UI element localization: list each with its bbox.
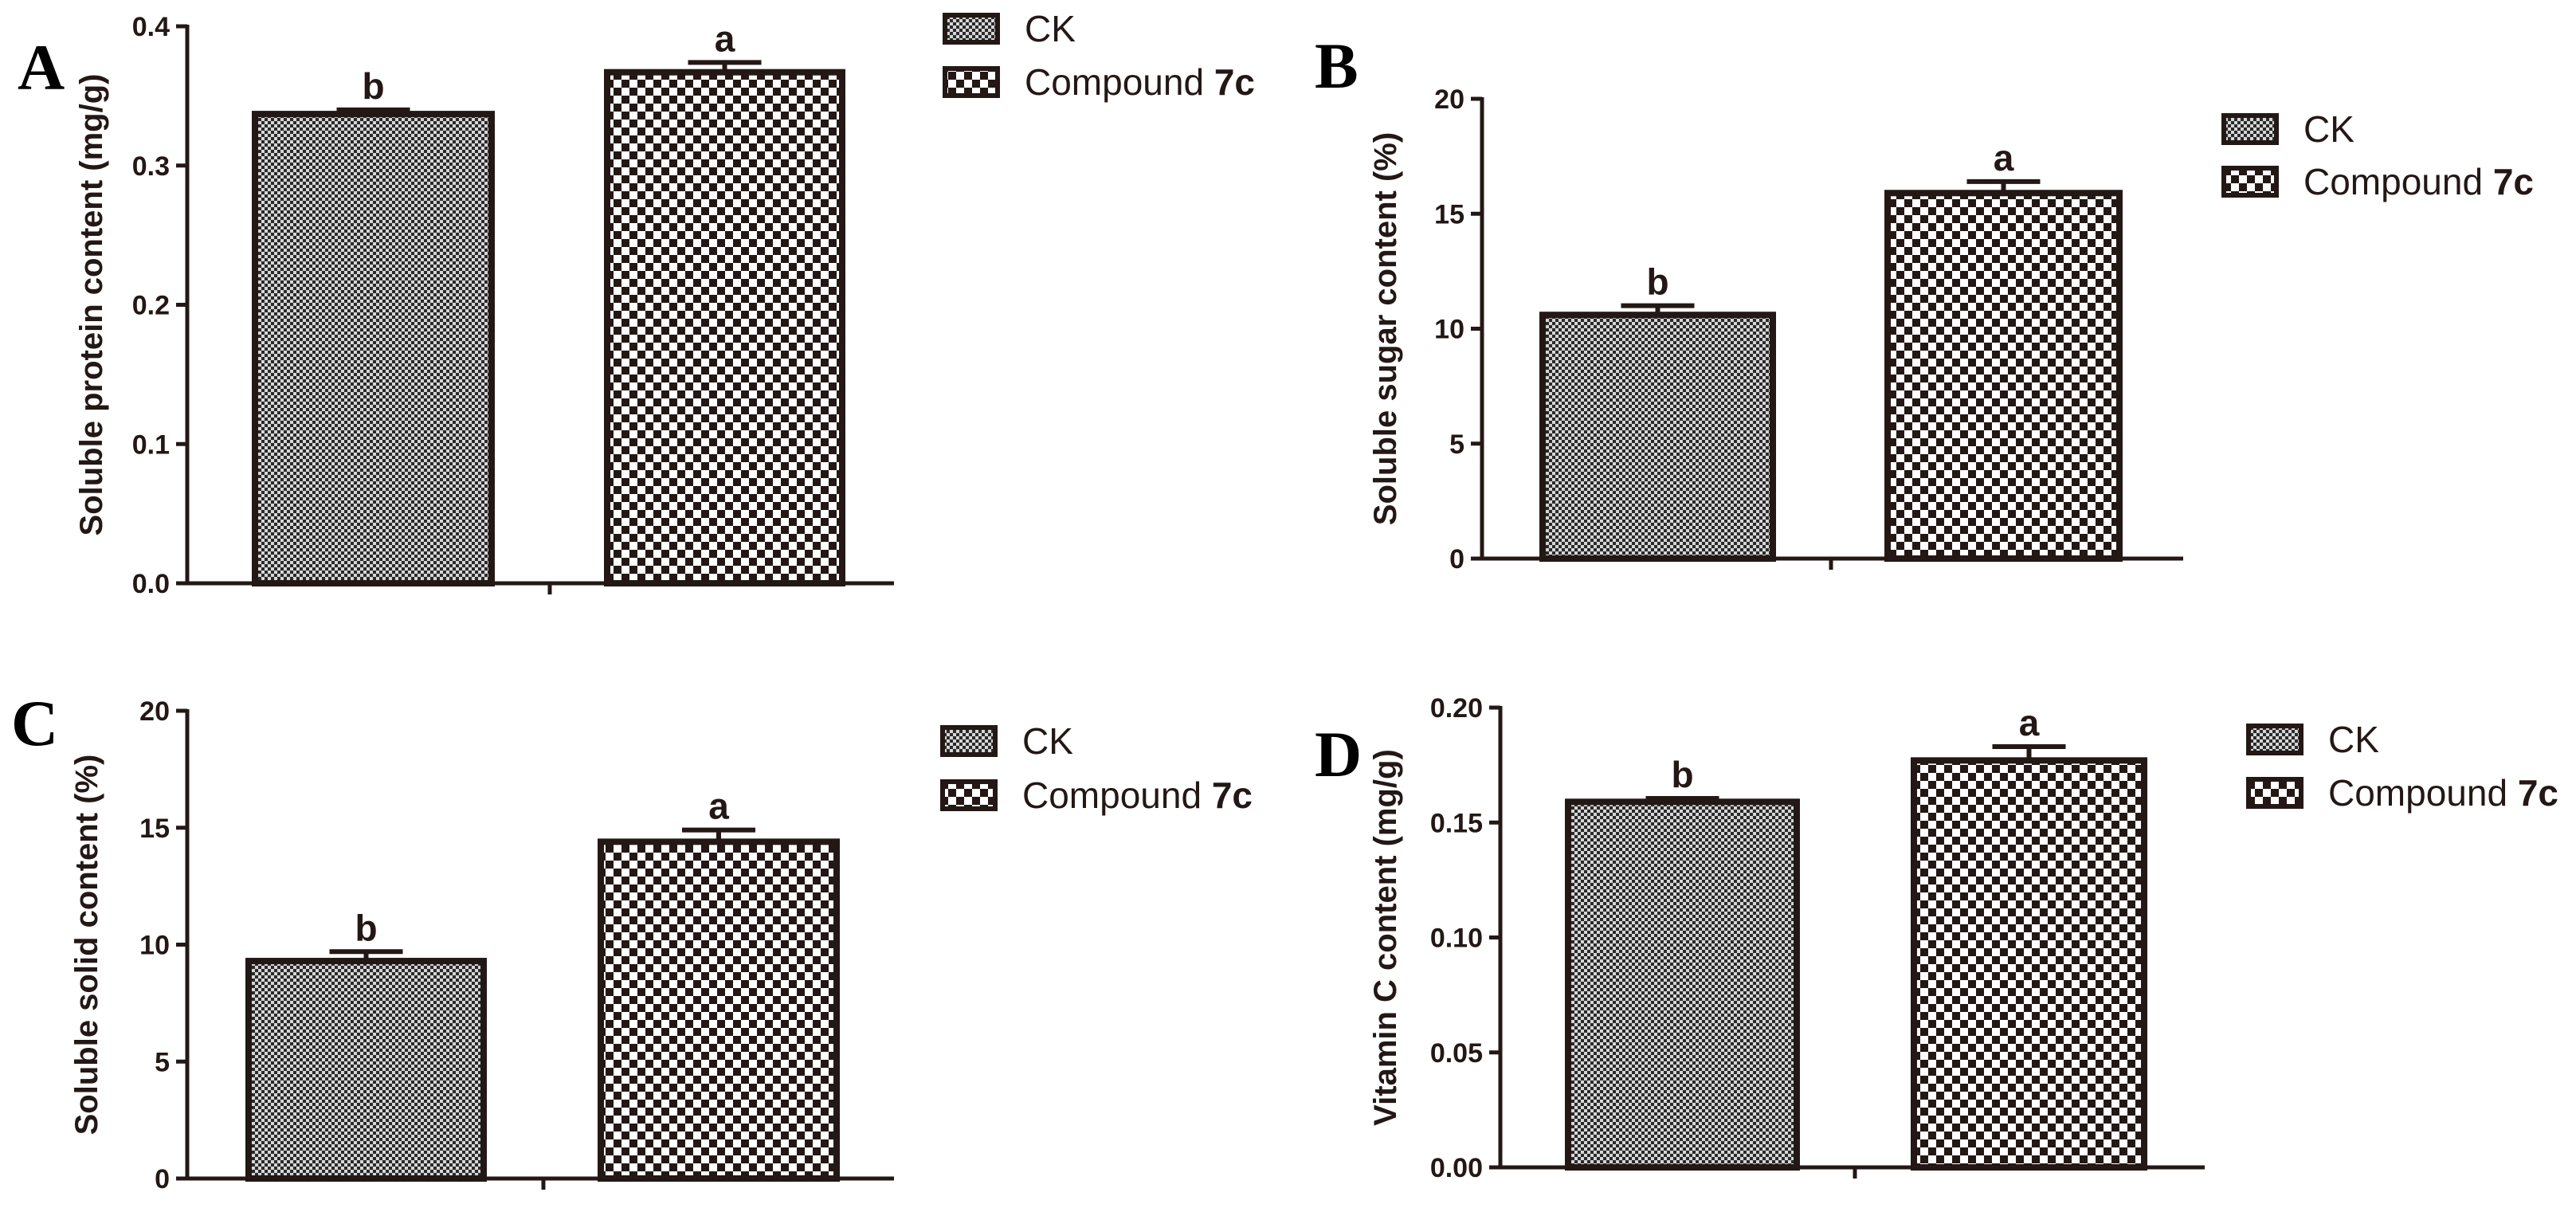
bar-ck [1539,312,1776,562]
y-tick-label: 0.2 [132,291,170,321]
y-axis-label: Soluble solid content (%) [69,755,104,1135]
legend-swatch-ck [2246,724,2304,755]
legend-label-ck: CK [2328,719,2379,760]
legend-label-compound-7c: Compound 7c [2304,161,2534,202]
y-tick-label: 20 [139,696,170,727]
y-tick-label: 0.20 [1430,693,1483,724]
panel-letter: C [11,687,58,759]
legend-label-compound-7c: Compound 7c [1022,775,1253,816]
legend-text: Compound [2328,772,2518,814]
legend: CK Compound 7c [2246,719,2558,814]
legend-swatch-compound-7c [2246,777,2304,809]
y-tick-label: 10 [1434,315,1464,345]
legend-text-bold: 7c [2518,772,2558,814]
significance-letter: b [1646,261,1668,303]
significance-letter: b [1671,754,1693,795]
legend-label-ck: CK [1022,720,1073,762]
legend-swatch-compound-7c [940,779,998,811]
y-axis-label: Soluble sugar content (%) [1368,132,1403,525]
y-tick-label: 10 [139,931,170,961]
bar-ck [252,111,495,586]
significance-letter: b [362,65,384,107]
legend-text: Compound [1025,61,1214,103]
y-tick-label: 0 [1449,544,1464,575]
y-tick-label: 15 [1434,199,1464,229]
legend: CK Compound 7c [2221,108,2534,202]
significance-letter: a [2019,702,2040,743]
legend-text: Compound [1022,775,1212,816]
bar-compound-7c [1884,190,2123,562]
legend-text-bold: 7c [1212,775,1253,816]
legend-text: Compound [2304,161,2493,202]
y-tick-label: 0.3 [132,151,170,182]
chart-panel-b: B Soluble sugar content (%) 0 5 10 15 20 b a CK Co… [1315,29,2534,575]
y-tick-label: 0.0 [132,569,170,599]
y-tick-label: 5 [1449,429,1464,460]
legend-label-ck: CK [2304,108,2354,150]
legend-text-bold: 7c [2493,161,2534,202]
y-tick-label: 15 [139,814,170,844]
significance-letter: a [1994,137,2014,178]
bar-compound-7c [604,69,845,587]
legend-text: CK [1022,720,1073,762]
y-tick-label: 5 [155,1047,170,1077]
legend-label-compound-7c: Compound 7c [2328,772,2558,814]
chart-panel-a: A Soluble protein content (mg/g) 0.0 0.1 0.2… [18,8,1255,599]
legend-swatch-ck [943,13,1000,45]
y-tick-label: 0.05 [1430,1038,1483,1069]
bar-compound-7c [1911,757,2147,1171]
legend-text: CK [2304,108,2354,150]
significance-letter: b [355,907,377,948]
bar-ck [245,958,487,1183]
y-tick-label: 0 [155,1164,170,1194]
legend-swatch-compound-7c [2221,166,2279,198]
significance-letter: a [715,18,735,59]
bar-compound-7c [598,838,840,1182]
y-axis-label: Vitamin C content (mg/g) [1368,749,1403,1126]
y-tick-label: 20 [1434,84,1464,115]
legend-swatch-ck [940,725,998,757]
y-tick-label: 0.1 [132,429,170,460]
y-tick-label: 0.10 [1430,924,1483,954]
panel-letter: A [18,31,65,104]
y-axis-label: Soluble protein content (mg/g) [74,74,109,536]
significance-letter: a [708,786,729,827]
legend-swatch-ck [2221,113,2279,145]
y-tick-label: 0.00 [1430,1153,1483,1183]
y-tick-label: 0.4 [132,12,170,42]
legend-swatch-compound-7c [943,66,1000,98]
panel-letter: B [1315,29,1359,102]
legend-label-ck: CK [1025,8,1076,49]
legend-label-compound-7c: Compound 7c [1025,61,1255,103]
chart-panel-d: D Vitamin C content (mg/g) 0.00 0.05 0.10 0.1… [1315,693,2558,1183]
legend-text-bold: 7c [1214,61,1255,103]
panel-letter: D [1315,718,1362,790]
y-tick-label: 0.15 [1430,808,1483,838]
legend: CK Compound 7c [943,8,1255,103]
legend-text: CK [1025,8,1076,49]
bar-ck [1565,798,1800,1171]
legend-text: CK [2328,719,2379,760]
legend: CK Compound 7c [940,720,1253,816]
chart-panel-c: C Soluble solid content (%) 0 5 10 15 20 b a CK Co… [11,687,1253,1194]
